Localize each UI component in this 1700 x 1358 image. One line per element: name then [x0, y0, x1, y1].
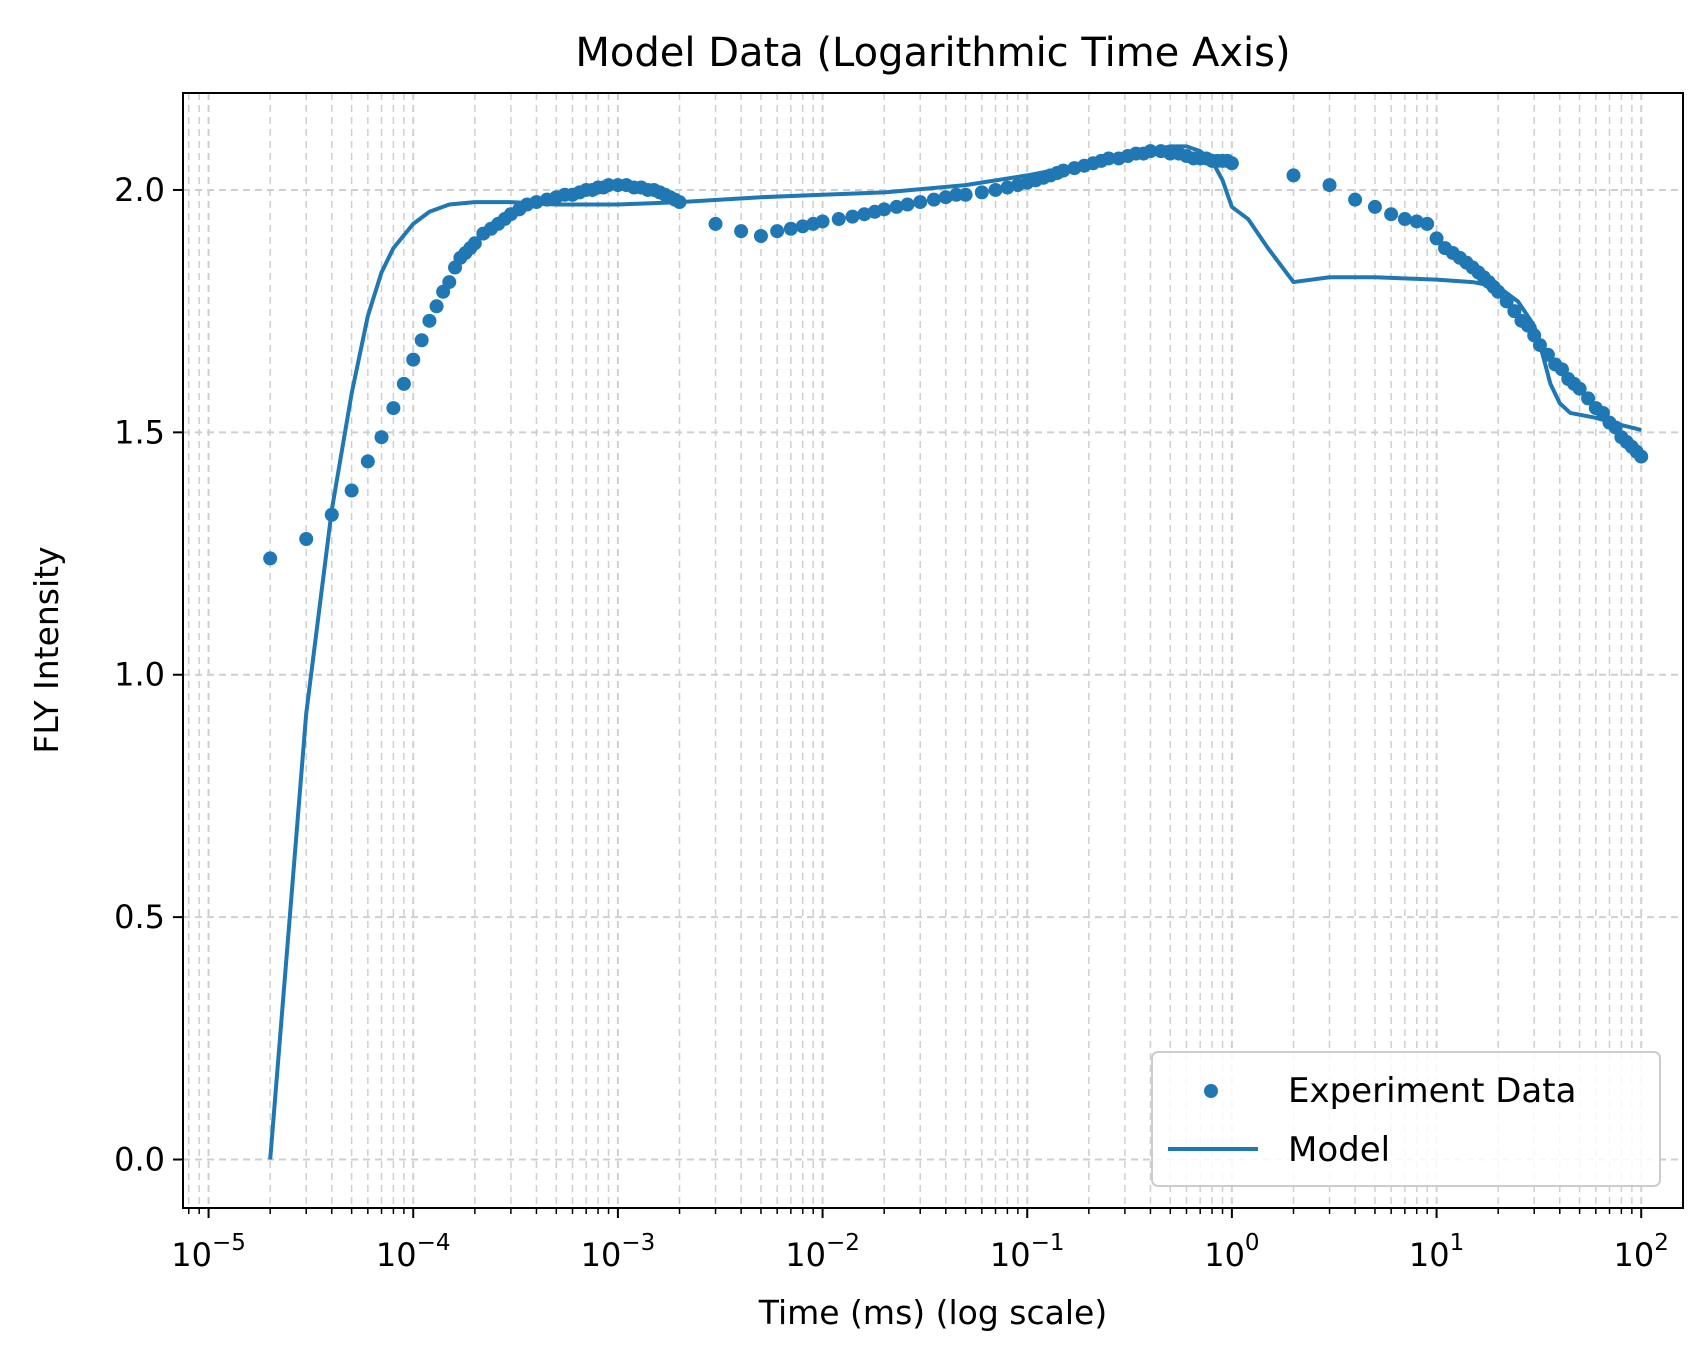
x-tick-label: 101 — [1409, 1230, 1464, 1274]
x-tick-label: 10−1 — [990, 1230, 1065, 1274]
y-tick-label: 1.0 — [114, 656, 165, 694]
data-point — [299, 532, 314, 546]
data-point — [1367, 199, 1382, 214]
x-tick-label-exponent: −3 — [621, 1230, 655, 1256]
data-point — [913, 195, 928, 210]
x-tick-label-base: 10 — [376, 1236, 417, 1274]
data-point — [386, 401, 401, 416]
data-point — [1507, 304, 1522, 319]
data-point — [1581, 391, 1596, 406]
legend-scatter-marker — [1204, 1084, 1218, 1098]
y-tick-label: 2.0 — [114, 171, 165, 209]
legend-label-model: Model — [1288, 1130, 1390, 1170]
data-point — [1634, 449, 1649, 464]
data-point — [795, 219, 810, 234]
x-tick-label: 10−2 — [785, 1230, 860, 1274]
x-tick-label-exponent: −1 — [1031, 1230, 1065, 1256]
data-point — [467, 236, 482, 251]
data-point — [708, 216, 723, 231]
x-tick-label: 102 — [1614, 1230, 1669, 1274]
data-point — [1572, 381, 1587, 396]
x-tick-label-exponent: 0 — [1245, 1230, 1260, 1256]
data-point — [958, 187, 973, 202]
x-tick-label-exponent: 2 — [1654, 1230, 1669, 1256]
data-point — [1409, 214, 1424, 229]
chart-title: Model Data (Logarithmic Time Axis) — [575, 30, 1290, 76]
x-tick-label-base: 10 — [1409, 1236, 1450, 1274]
y-tick-label: 0.5 — [114, 898, 165, 936]
data-point — [396, 376, 411, 391]
y-axis-label: FLY Intensity — [27, 546, 66, 753]
x-tick-label-exponent: 1 — [1450, 1230, 1465, 1256]
data-point — [1000, 180, 1015, 195]
data-point — [845, 209, 860, 224]
x-tick-label-base: 10 — [581, 1236, 622, 1274]
data-point — [1384, 207, 1399, 222]
y-axis-ticks: 0.0 0.5 1.0 1.5 2.0 — [114, 171, 183, 1179]
data-point — [938, 190, 953, 205]
x-tick-label: 10−3 — [581, 1230, 656, 1274]
x-tick-label-base: 10 — [171, 1236, 212, 1274]
data-point — [1429, 231, 1444, 246]
data-point — [442, 275, 457, 290]
x-tick-label-base: 10 — [1204, 1236, 1245, 1274]
data-point — [831, 212, 846, 227]
data-point — [926, 192, 941, 207]
data-point — [422, 313, 437, 328]
data-point — [889, 199, 904, 214]
legend-label-experiment: Experiment Data — [1288, 1071, 1576, 1111]
y-tick-label: 1.5 — [114, 413, 165, 451]
data-point — [360, 454, 375, 469]
x-tick-label-base: 10 — [785, 1236, 826, 1274]
data-point — [770, 224, 785, 239]
data-point — [374, 430, 389, 445]
x-tick-label-exponent: −5 — [212, 1230, 246, 1256]
legend: Experiment Data Model — [1151, 1051, 1661, 1187]
legend-box — [1151, 1051, 1661, 1187]
data-point — [1397, 212, 1412, 227]
data-point — [414, 333, 429, 348]
data-point — [974, 185, 989, 200]
data-point — [734, 224, 749, 239]
data-point — [1224, 156, 1239, 171]
x-tick-label: 10−5 — [171, 1230, 246, 1274]
data-point — [263, 551, 278, 566]
x-tick-label: 10−4 — [376, 1230, 451, 1274]
data-point — [406, 352, 421, 367]
data-point — [815, 214, 830, 229]
data-point — [753, 229, 768, 244]
data-point — [1420, 216, 1435, 231]
data-point — [1286, 168, 1301, 183]
data-point — [877, 202, 892, 217]
data-point — [900, 197, 915, 212]
plot-series — [263, 144, 1649, 1160]
x-tick-label-base: 10 — [1614, 1236, 1655, 1274]
data-point — [429, 299, 444, 314]
data-point — [1348, 192, 1363, 207]
plot-frame — [182, 92, 1684, 1209]
y-tick-label: 0.0 — [114, 1141, 165, 1179]
x-axis-label: Time (ms) (log scale) — [758, 1293, 1107, 1332]
data-point — [1322, 178, 1337, 193]
x-tick-label-exponent: −2 — [826, 1230, 860, 1256]
series-model-line — [268, 144, 1642, 1160]
data-point — [857, 207, 872, 222]
x-tick-label-exponent: −4 — [417, 1230, 451, 1256]
x-tick-label-base: 10 — [990, 1236, 1031, 1274]
x-tick-label: 100 — [1204, 1230, 1259, 1274]
data-point — [988, 182, 1003, 197]
x-axis-ticks: 10−5 10−4 10−3 10−2 10−1 100 101 102 — [171, 1208, 1669, 1274]
data-point — [783, 221, 798, 236]
data-point — [344, 483, 359, 498]
